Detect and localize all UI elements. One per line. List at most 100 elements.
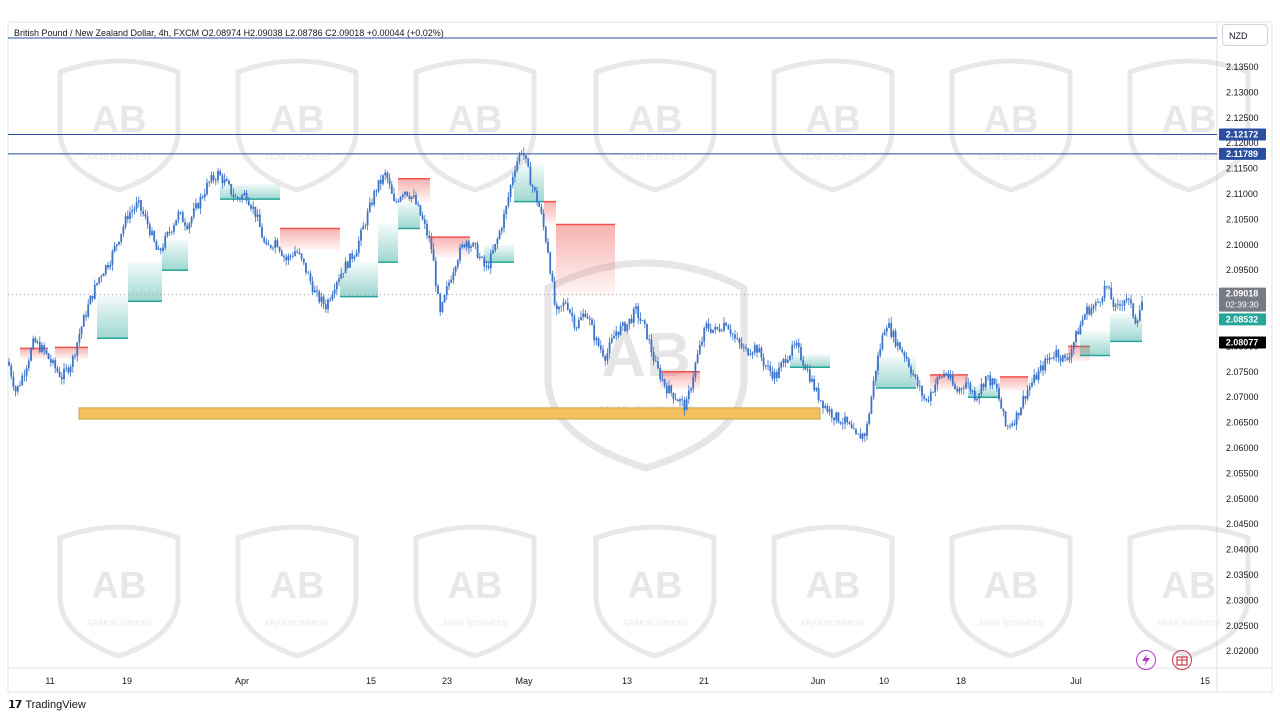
candle-body (822, 400, 824, 408)
candle-body (89, 295, 92, 305)
candle-body (663, 379, 666, 386)
candle-body (351, 253, 354, 259)
candle-body (870, 397, 873, 414)
candle-body (747, 348, 750, 356)
lightning-icon[interactable] (1136, 650, 1156, 670)
candle-body (929, 392, 932, 401)
currency-selector[interactable]: NZD (1222, 24, 1268, 46)
candle-body (1108, 286, 1110, 288)
candle-body (533, 187, 536, 191)
candle-body (725, 322, 728, 326)
candle-body (199, 196, 202, 209)
trail-black-label-bg (1219, 336, 1266, 349)
watermark-text: ARAB BUSINESS (443, 619, 507, 628)
y-tick-label: 2.09500 (1226, 265, 1259, 275)
candle-body (525, 155, 527, 159)
candle-body (30, 348, 32, 361)
x-tick-label: 19 (122, 676, 132, 686)
candle-body (142, 210, 145, 215)
support-zone-layer (78, 407, 821, 420)
bear-zone-fill (55, 347, 88, 360)
last-price-bg (1219, 287, 1266, 312)
candle-body (736, 338, 739, 340)
candle-body (1022, 396, 1025, 408)
candle-body (278, 247, 281, 252)
candle-body (925, 398, 928, 401)
bull-zone-fill (790, 354, 830, 368)
candle-body (1119, 303, 1121, 306)
candle-body (1059, 357, 1062, 362)
candle-body (494, 243, 497, 251)
candle-body (771, 371, 774, 379)
candle-body (291, 255, 294, 257)
candle-body (544, 227, 547, 242)
candle-body (41, 345, 43, 352)
candle-body (135, 202, 138, 209)
candle-body (263, 237, 266, 243)
candle-body (1081, 319, 1084, 325)
candle-body (21, 375, 24, 385)
candle-body (113, 245, 116, 252)
candle-body (758, 348, 761, 353)
candle-body (318, 291, 321, 302)
candle-body (322, 296, 325, 305)
candle-body (419, 205, 422, 216)
candle-body (1002, 408, 1005, 412)
candle-body (923, 395, 926, 399)
candle-body (1031, 382, 1033, 387)
candle-body (195, 203, 197, 209)
symbol-legend: British Pound / New Zealand Dollar, 4h, … (14, 28, 444, 38)
candle-body (1066, 357, 1069, 360)
candle-body (659, 368, 662, 380)
candle-body (1123, 300, 1126, 306)
candle-body (872, 380, 875, 398)
x-axis: 11 19 Apr 15 23 May 13 21 Jun 10 18 Jul 15 (45, 676, 1210, 686)
candle-body (800, 347, 802, 361)
candle-body (665, 385, 668, 394)
trail-zones (20, 163, 1142, 398)
candle-body (1094, 302, 1097, 306)
candle-body (478, 256, 481, 258)
candle-body (863, 433, 866, 436)
gift-icon[interactable] (1172, 650, 1192, 670)
bull-zone-fill (398, 201, 420, 229)
candle-body (635, 306, 637, 309)
candle-body (934, 384, 937, 393)
candle-body (474, 242, 477, 244)
candle-body (1009, 425, 1011, 427)
candle-body (883, 331, 886, 336)
footer-brand: 𝟭𝟳 TradingView (8, 698, 86, 712)
candle-body (485, 266, 488, 268)
candle-body (203, 194, 206, 198)
candle-body (181, 212, 184, 223)
candle-body (998, 388, 1000, 400)
candle-body (287, 255, 290, 261)
candle-body (912, 373, 915, 375)
tradingview-logo-icon: 𝟭𝟳 (8, 699, 22, 711)
candle-body (555, 304, 558, 310)
candle-body (529, 166, 532, 186)
candle-body (797, 342, 800, 348)
plot-border (7, 21, 1273, 693)
candle-body (388, 178, 391, 185)
candle-body (855, 429, 857, 435)
candle-body (247, 200, 250, 206)
countdown-label: 02:39:30 (1225, 300, 1258, 310)
candle-body (514, 170, 516, 178)
candle-body (848, 422, 851, 425)
candle-body (118, 241, 120, 245)
candle-body (749, 354, 752, 356)
watermark-text: ARAB BUSINESS (801, 619, 865, 628)
candle-body (995, 384, 998, 389)
candle-body (932, 392, 934, 393)
watermark-text: ARAB BUSINESS (87, 153, 151, 162)
candle-body (718, 328, 721, 332)
candle-body (80, 326, 83, 334)
candle-body (428, 235, 431, 239)
watermark-shield-outline (57, 58, 181, 193)
candle-body (705, 323, 708, 328)
y-tick-label: 2.07500 (1226, 367, 1259, 377)
candle-body (1006, 425, 1009, 427)
candle-body (67, 367, 70, 373)
